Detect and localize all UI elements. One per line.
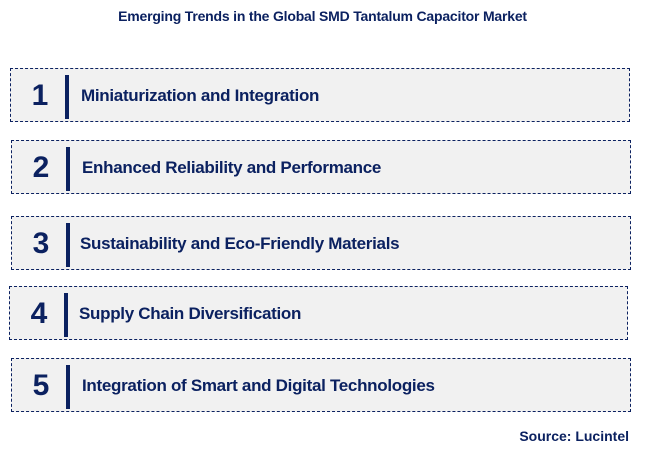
trend-number: 5	[32, 369, 50, 402]
divider-bar	[66, 223, 70, 267]
trend-number: 3	[32, 227, 50, 260]
source-label: Source: Lucintel	[519, 428, 629, 444]
trend-number: 1	[31, 79, 49, 112]
trend-label: Integration of Smart and Digital Technol…	[82, 376, 435, 395]
trend-item-1: 1 Miniaturization and Integration	[10, 68, 630, 122]
trend-label: Sustainability and Eco-Friendly Material…	[80, 234, 400, 253]
trend-item-4: 4 Supply Chain Diversification	[9, 286, 628, 340]
diagram-title: Emerging Trends in the Global SMD Tantal…	[118, 8, 527, 24]
trend-number: 2	[32, 151, 50, 184]
divider-bar	[66, 147, 70, 191]
trend-number: 4	[30, 297, 48, 330]
trend-item-3: 3 Sustainability and Eco-Friendly Materi…	[11, 216, 631, 270]
trend-item-5: 5 Integration of Smart and Digital Techn…	[11, 358, 631, 412]
divider-bar	[66, 365, 70, 409]
divider-bar	[64, 293, 68, 337]
trend-item-2: 2 Enhanced Reliability and Performance	[11, 140, 631, 194]
trend-label: Supply Chain Diversification	[79, 304, 302, 323]
trend-label: Enhanced Reliability and Performance	[82, 158, 382, 177]
divider-bar	[65, 75, 69, 119]
trend-label: Miniaturization and Integration	[81, 86, 320, 105]
